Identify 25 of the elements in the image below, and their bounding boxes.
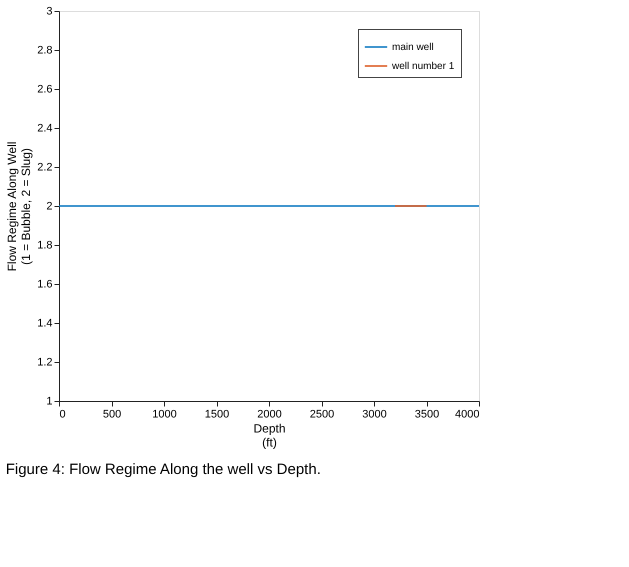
y-tick-label: 2.2 bbox=[37, 162, 52, 174]
y-tick-label: 1.8 bbox=[37, 240, 52, 252]
y-tick-label: 2 bbox=[46, 200, 52, 212]
x-tick-label: 500 bbox=[102, 408, 122, 420]
y-tick-label: 1.6 bbox=[37, 278, 52, 290]
x-tick-label: 3000 bbox=[362, 408, 387, 420]
x-tick-label: 3500 bbox=[414, 408, 440, 420]
y-tick-label: 2.4 bbox=[37, 122, 52, 134]
y-axis-title: Flow Regime Along Well (1 = Bubble, 2 = Slug) bbox=[5, 142, 34, 272]
x-tick-label: 2500 bbox=[310, 408, 334, 420]
x-tick-label: 1000 bbox=[152, 408, 177, 420]
x-tick-label: 0 bbox=[60, 408, 66, 420]
x-axis-title: Depth (ft) bbox=[253, 422, 286, 450]
y-tick-label: 1.2 bbox=[37, 356, 52, 368]
x-tick-label: 1500 bbox=[204, 408, 230, 420]
y-tick-label: 1.4 bbox=[37, 318, 52, 330]
y-tick-label: 1 bbox=[46, 396, 52, 408]
legend-label: main well bbox=[392, 42, 434, 53]
y-tick-label: 2.6 bbox=[37, 84, 52, 96]
caption: Figure 4: Flow Regime Along the well vs Depth. bbox=[6, 461, 321, 478]
y-tick-label: 3 bbox=[46, 6, 52, 18]
legend-label: well number 1 bbox=[391, 61, 455, 72]
x-tick-label: 4000 bbox=[455, 408, 480, 420]
x-tick-label: 2000 bbox=[257, 408, 282, 420]
y-tick-label: 2.8 bbox=[37, 44, 52, 56]
